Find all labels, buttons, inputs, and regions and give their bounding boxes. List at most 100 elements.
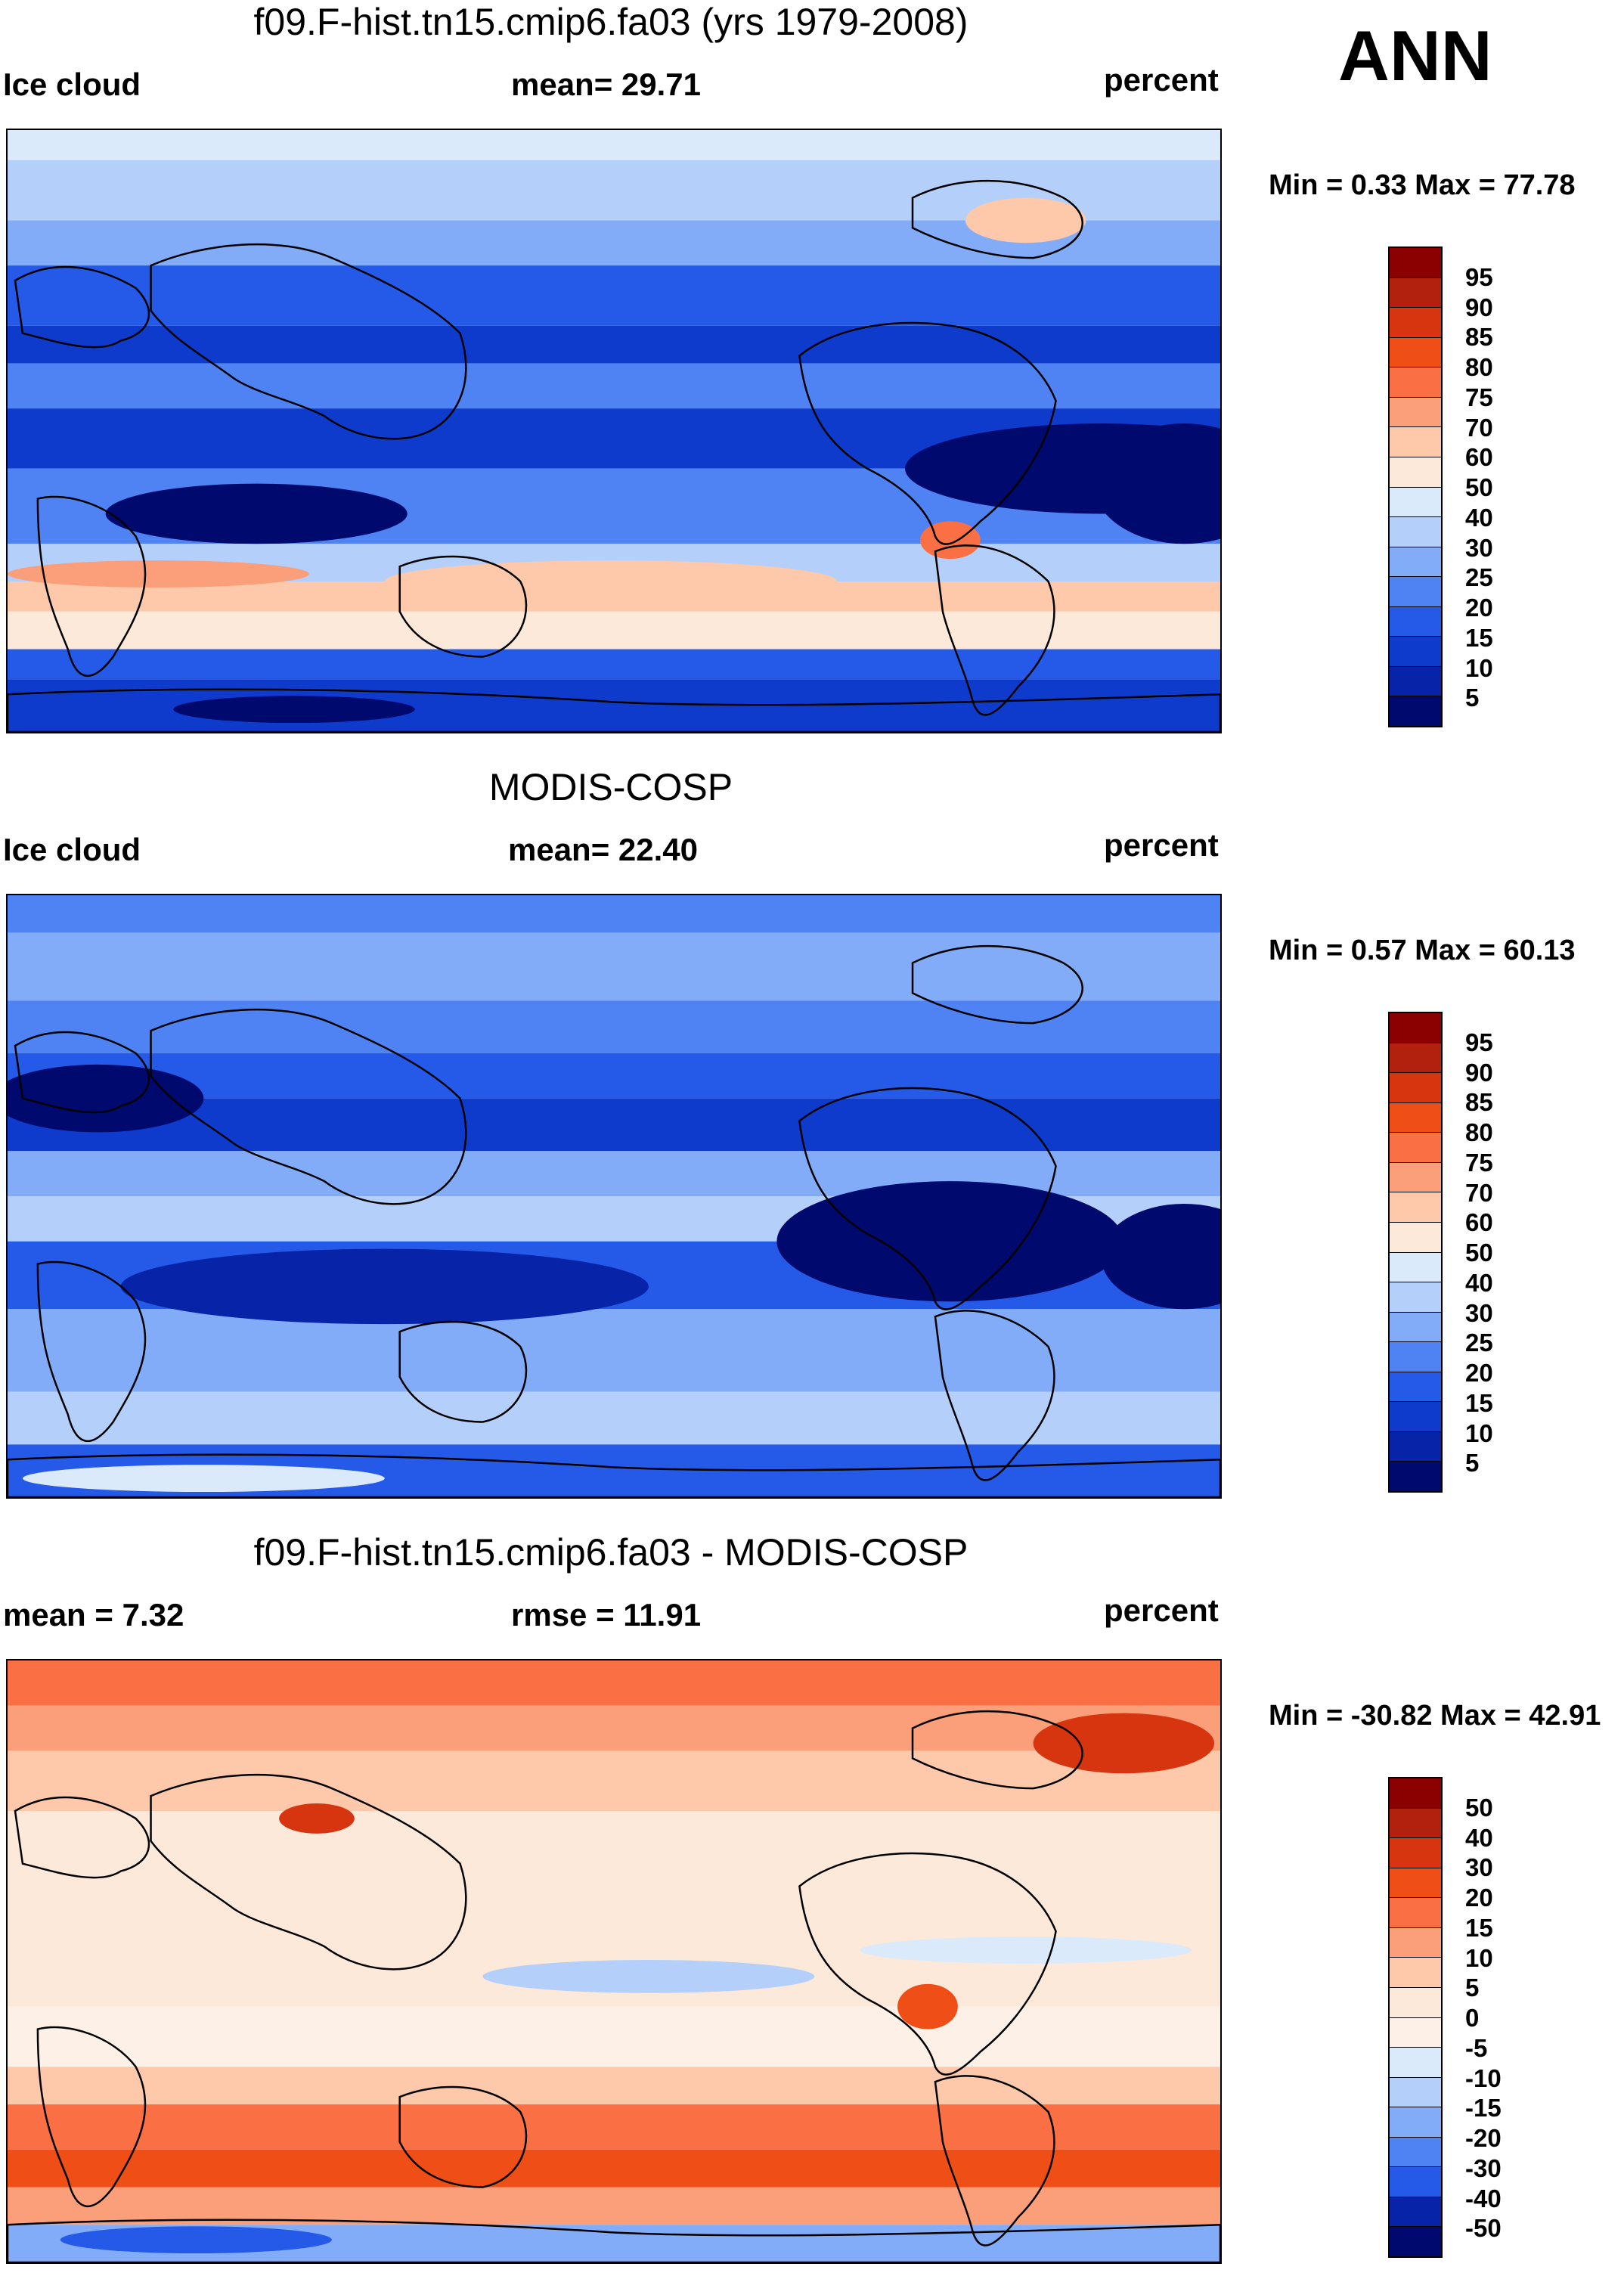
field-band xyxy=(8,649,1220,680)
colorbar-swatch xyxy=(1390,1282,1441,1313)
colorbar-swatch xyxy=(1390,1808,1441,1839)
coastline xyxy=(798,1852,1057,2076)
coastline xyxy=(8,2219,1220,2262)
colorbar-tick-label: 85 xyxy=(1465,1088,1493,1117)
colorbar-tick-label: -15 xyxy=(1465,2094,1502,2123)
colorbar-swatch xyxy=(1390,696,1441,726)
coastline xyxy=(934,544,1055,716)
colorbar-tick-label: 70 xyxy=(1465,413,1493,442)
colorbar-tick-label: -40 xyxy=(1465,2184,1502,2212)
field-region xyxy=(120,1248,649,1325)
colorbar-tick-label: 80 xyxy=(1465,1118,1493,1146)
colorbar-tick-label: -5 xyxy=(1465,2033,1488,2062)
colorbar-swatch xyxy=(1390,1133,1441,1163)
panel-3-colorbar xyxy=(1388,1777,1443,2258)
colorbar-swatch xyxy=(1390,1987,1441,2018)
colorbar-tick-label: 25 xyxy=(1465,563,1493,592)
field-band xyxy=(8,1000,1220,1053)
field-band xyxy=(8,611,1220,650)
colorbar-tick-label: 70 xyxy=(1465,1178,1493,1207)
coastline xyxy=(36,495,147,678)
panel-1-map xyxy=(6,129,1222,733)
colorbar-tick-label: 40 xyxy=(1465,1268,1493,1297)
panel-1-units-label: percent xyxy=(1104,62,1219,98)
colorbar-tick-label: 25 xyxy=(1465,1329,1493,1357)
colorbar-tick-label: 50 xyxy=(1465,1239,1493,1267)
colorbar-swatch xyxy=(1390,1043,1441,1074)
colorbar-tick-label: 10 xyxy=(1465,653,1493,682)
colorbar-swatch xyxy=(1390,517,1441,547)
colorbar-swatch xyxy=(1390,1927,1441,1958)
colorbar-swatch xyxy=(1390,1431,1441,1462)
colorbar-tick-label: -30 xyxy=(1465,2154,1502,2182)
field-region xyxy=(482,1960,815,1993)
colorbar-tick-label: 10 xyxy=(1465,1419,1493,1447)
season-label: ANN xyxy=(1338,16,1492,95)
coastline xyxy=(398,1320,528,1423)
panel-2-colorbar xyxy=(1388,1012,1443,1493)
colorbar-tick-label: 15 xyxy=(1465,623,1493,652)
coastline xyxy=(150,1773,467,1971)
colorbar-swatch xyxy=(1390,427,1441,457)
colorbar-swatch xyxy=(1390,2017,1441,2048)
field-band xyxy=(8,130,1220,160)
colorbar-swatch xyxy=(1390,1778,1441,1809)
field-band xyxy=(8,325,1220,364)
coastline xyxy=(934,1310,1055,1481)
field-region xyxy=(919,521,981,560)
colorbar-tick-label: 5 xyxy=(1465,1974,1480,2002)
panel-3-units-label: percent xyxy=(1104,1592,1219,1628)
coastline xyxy=(798,1087,1057,1310)
panel-3-coastlines xyxy=(8,1710,1220,2262)
colorbar-swatch xyxy=(1390,1252,1441,1283)
field-region xyxy=(1101,1203,1220,1310)
colorbar-tick-label: 90 xyxy=(1465,293,1493,321)
panel-2-map-svg xyxy=(8,895,1220,1497)
field-band xyxy=(8,2104,1220,2150)
colorbar-swatch xyxy=(1390,457,1441,488)
panel-3-rmse-label: rmse = 11.91 xyxy=(511,1597,702,1633)
colorbar-tick-label: 40 xyxy=(1465,1823,1493,1852)
coastline xyxy=(8,1453,1220,1497)
field-band xyxy=(8,1660,1220,1706)
coastline xyxy=(934,2075,1055,2247)
colorbar-swatch xyxy=(1390,1162,1441,1193)
coastline xyxy=(398,555,528,658)
coastline xyxy=(14,1031,150,1114)
colorbar-swatch xyxy=(1390,2048,1441,2078)
field-region xyxy=(897,1983,958,2029)
coastline xyxy=(150,1008,467,1205)
field-region xyxy=(1093,423,1220,544)
field-band xyxy=(8,2067,1220,2105)
colorbar-tick-label: -20 xyxy=(1465,2124,1502,2152)
coastline xyxy=(798,321,1057,545)
panel-1-title: f09.F-hist.tn15.cmip6.fa03 (yrs 1979-200… xyxy=(253,1,969,43)
colorbar-swatch xyxy=(1390,337,1441,368)
colorbar-tick-label: 50 xyxy=(1465,1793,1493,1822)
colorbar-tick-label: 80 xyxy=(1465,353,1493,381)
colorbar-swatch xyxy=(1390,1342,1441,1372)
colorbar-swatch xyxy=(1390,487,1441,518)
colorbar-tick-label: 5 xyxy=(1465,1449,1480,1478)
panel-1-coastlines xyxy=(8,180,1220,732)
field-region xyxy=(8,560,310,588)
colorbar-tick-label: 90 xyxy=(1465,1058,1493,1087)
panel-3-title: f09.F-hist.tn15.cmip6.fa03 - MODIS-COSP xyxy=(253,1531,969,1574)
colorbar-tick-label: 50 xyxy=(1465,473,1493,501)
colorbar-swatch xyxy=(1390,2137,1441,2168)
panel-1-map-svg xyxy=(8,130,1220,732)
colorbar-swatch xyxy=(1390,248,1441,278)
colorbar-tick-label: 40 xyxy=(1465,503,1493,532)
field-band xyxy=(8,1098,1220,1152)
field-region xyxy=(965,197,1086,243)
panel-2-variable-label: Ice cloud xyxy=(3,832,141,867)
colorbar-swatch xyxy=(1390,2077,1441,2108)
coastline xyxy=(911,945,1083,1025)
field-band xyxy=(8,2006,1220,2067)
colorbar-swatch xyxy=(1390,1372,1441,1403)
field-region xyxy=(384,560,838,603)
colorbar-tick-label: 20 xyxy=(1465,594,1493,622)
colorbar-tick-label: 75 xyxy=(1465,383,1493,411)
colorbar-tick-label: 30 xyxy=(1465,1853,1493,1882)
colorbar-swatch xyxy=(1390,1192,1441,1223)
